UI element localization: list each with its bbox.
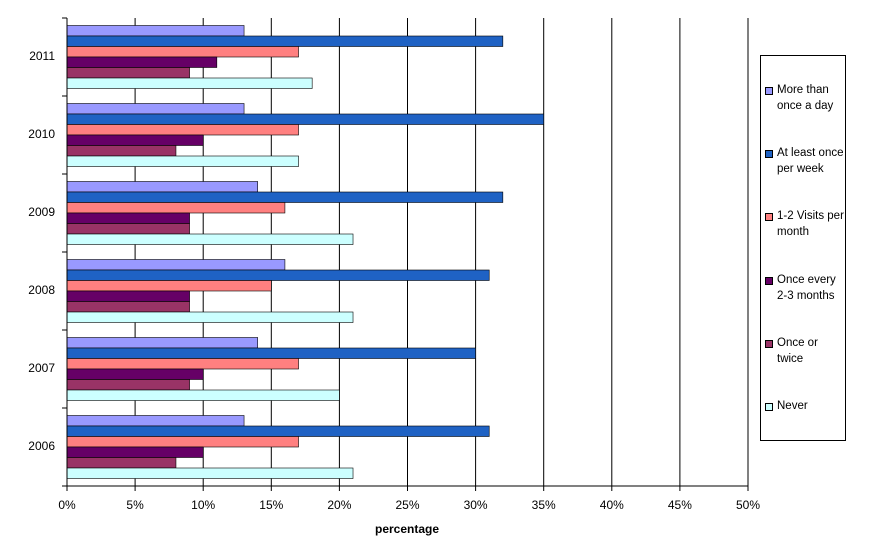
y-tick-label: 2011: [29, 49, 55, 63]
bar: [66, 467, 354, 479]
bar: [66, 337, 258, 349]
legend-item: More than once a day: [761, 82, 845, 114]
bar: [66, 269, 490, 281]
bar: [66, 212, 190, 224]
x-axis-label: percentage: [375, 522, 439, 536]
bar: [66, 35, 504, 47]
bar: [66, 259, 286, 271]
legend-label: Never: [777, 400, 808, 413]
bar: [66, 145, 177, 157]
bar: [66, 191, 504, 203]
legend: More than once a day At least once per we…: [760, 55, 846, 441]
legend-swatch: [765, 86, 773, 95]
bar: [66, 280, 272, 292]
bar: [66, 368, 204, 380]
bar: [66, 103, 245, 115]
bar: [66, 425, 490, 437]
x-tick-label: 15%: [259, 498, 283, 512]
x-tick-label: 10%: [191, 498, 215, 512]
legend-label: 1-2 Visits per month: [777, 210, 844, 239]
legend-item: Never: [761, 398, 845, 414]
x-tick-label: 50%: [736, 498, 760, 512]
bar: [66, 134, 204, 146]
x-tick-label: 5%: [126, 498, 144, 512]
y-tick-label: 2009: [28, 205, 55, 219]
bar: [66, 124, 299, 136]
bar: [66, 181, 258, 193]
x-tick-label: 30%: [464, 498, 488, 512]
legend-swatch: [765, 276, 773, 285]
legend-swatch: [765, 213, 773, 222]
legend-item: Once or twice: [761, 335, 845, 367]
legend-item: 1-2 Visits per month: [761, 208, 845, 240]
bar: [66, 358, 299, 370]
legend-label: At least once per week: [777, 146, 844, 175]
bar: [66, 202, 286, 214]
bar: [66, 155, 299, 167]
x-tick-label: 0%: [58, 498, 76, 512]
bar: [66, 301, 190, 313]
bar: [66, 415, 245, 427]
bar: [66, 67, 190, 79]
x-tick-label: 20%: [327, 498, 351, 512]
legend-label: More than once a day: [777, 83, 834, 112]
x-tick-label: 45%: [668, 498, 692, 512]
bar: [66, 56, 218, 68]
legend-swatch: [765, 339, 773, 348]
bar: [66, 347, 476, 359]
bar: [66, 113, 545, 125]
legend-item: At least once per week: [761, 145, 845, 177]
bar: [66, 290, 190, 302]
x-tick-label: 35%: [532, 498, 556, 512]
bar: [66, 233, 354, 245]
y-tick-label: 2008: [28, 283, 55, 297]
y-tick-label: 2010: [28, 127, 55, 141]
x-tick-label: 25%: [395, 498, 419, 512]
legend-swatch: [765, 149, 773, 158]
y-tick-label: 2006: [28, 439, 55, 453]
legend-label: Once or twice: [777, 336, 818, 365]
bar: [66, 25, 245, 37]
bar: [66, 457, 177, 469]
legend-swatch: [765, 403, 773, 412]
bar: [66, 446, 204, 458]
x-tick-label: 40%: [600, 498, 624, 512]
bar: [66, 379, 190, 391]
bar: [66, 223, 190, 235]
bar: [66, 77, 313, 89]
bar: [66, 46, 299, 58]
legend-item: Once every 2-3 months: [761, 272, 845, 304]
bar: [66, 311, 354, 323]
bar: [66, 389, 340, 401]
bar: [66, 436, 299, 448]
y-tick-label: 2007: [28, 361, 55, 375]
legend-label: Once every 2-3 months: [777, 273, 836, 302]
